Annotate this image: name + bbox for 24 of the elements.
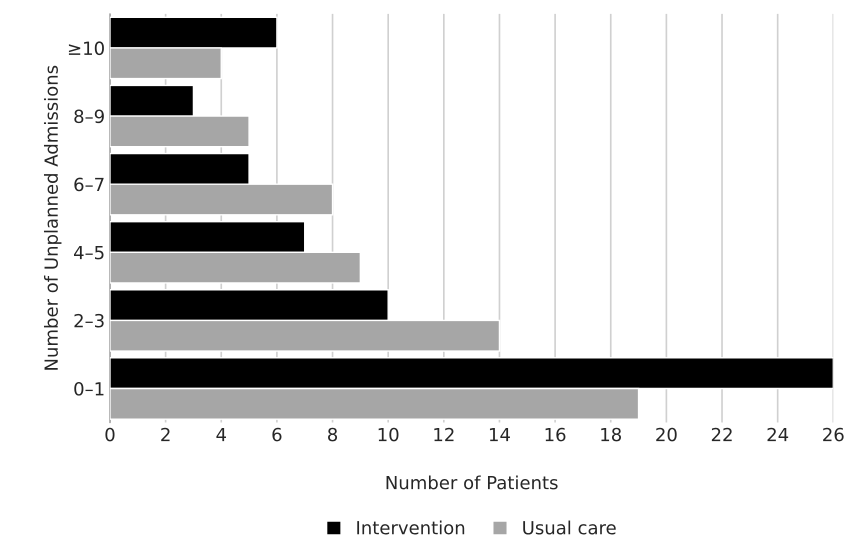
y-tick-label: 6–7 xyxy=(74,178,104,192)
y-axis-title: Number of Unplanned Admissions xyxy=(44,66,62,370)
x-tick-label: 14 xyxy=(490,428,510,442)
x-tick-label: 12 xyxy=(434,428,454,442)
legend-label: Intervention xyxy=(357,520,464,535)
x-tick-label: 4 xyxy=(216,428,226,442)
y-tick-label: 8–9 xyxy=(74,110,104,124)
x-tick-label: 18 xyxy=(601,428,621,442)
x-tick-label: 24 xyxy=(768,428,788,442)
x-tick-label: 16 xyxy=(546,428,566,442)
x-tick-label: 0 xyxy=(105,428,115,442)
y-tick-label: 0–1 xyxy=(74,382,104,396)
x-tick-label: 26 xyxy=(823,428,844,442)
x-tick-label: 2 xyxy=(161,428,170,442)
x-axis-title: Number of Patients xyxy=(386,475,558,490)
y-tick-label: ≥10 xyxy=(68,41,104,56)
x-tick-label: 8 xyxy=(328,428,338,442)
x-tick-label: 20 xyxy=(656,428,677,442)
y-tick-label: 2–3 xyxy=(74,314,104,328)
x-tick-label: 22 xyxy=(712,428,732,442)
x-tick-label: 10 xyxy=(378,428,398,442)
y-tick-label: 4–5 xyxy=(74,246,104,260)
legend-label: Usual care xyxy=(523,520,616,535)
x-tick-label: 6 xyxy=(272,428,282,442)
